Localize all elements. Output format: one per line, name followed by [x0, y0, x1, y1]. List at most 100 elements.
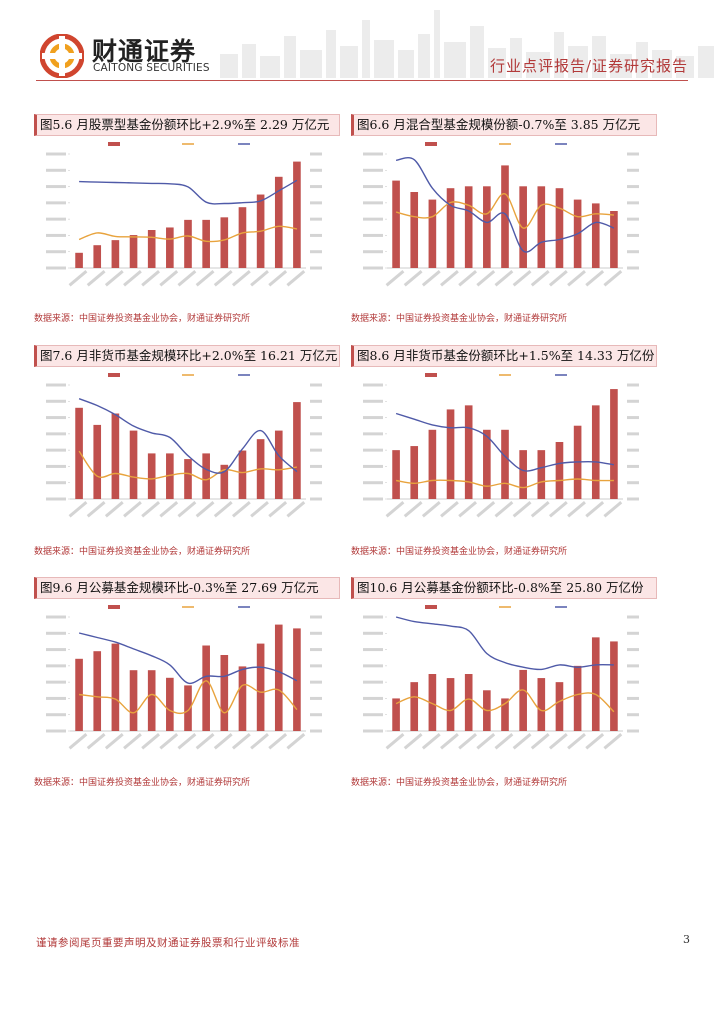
x-tick-label: [440, 270, 459, 287]
y-left-tick-label: [363, 448, 383, 452]
bar: [184, 685, 192, 731]
y-left-tick-label: [363, 729, 383, 733]
bar: [238, 666, 247, 731]
bar: [238, 207, 247, 268]
bar: [129, 235, 138, 268]
x-tick-label: [159, 270, 179, 287]
series-line-yoy: [395, 616, 614, 671]
chart-title: 图5.6 月股票型基金份额环比+2.9%至 2.29 万亿元: [34, 114, 340, 136]
legend-swatch-bar: [108, 373, 120, 377]
x-tick-label: [494, 270, 514, 287]
bar: [93, 424, 102, 499]
bar: [410, 446, 419, 499]
x-tick-label: [548, 501, 568, 518]
x-tick-label: [530, 270, 550, 287]
y-right-tick-label: [310, 233, 322, 237]
x-tick-label: [476, 501, 496, 518]
x-tick-label: [104, 733, 124, 750]
series-line-yoy: [395, 412, 615, 472]
y-right-tick-label: [627, 713, 639, 717]
x-tick-label: [123, 733, 142, 750]
y-right-tick-label: [627, 680, 639, 684]
bar: [483, 429, 491, 499]
bar: [537, 450, 546, 499]
y-right-tick-label: [627, 481, 639, 485]
y-left-tick-label: [363, 399, 383, 403]
legend-swatch-bar: [425, 142, 437, 146]
x-tick-label: [159, 733, 179, 750]
bar: [147, 230, 156, 268]
bar: [573, 665, 582, 731]
bar: [166, 453, 174, 499]
x-tick-label: [177, 270, 197, 287]
y-left-tick-label: [46, 680, 66, 684]
series-line-mom: [395, 193, 614, 229]
x-tick-label: [548, 733, 568, 750]
y-right-tick-label: [310, 432, 322, 436]
y-left-tick-label: [363, 464, 383, 468]
x-tick-label: [512, 733, 532, 750]
page-header: 财通证券 CAITONG SECURITIES 行业点评报告/证券研究报告: [0, 0, 724, 82]
y-left-tick-label: [46, 233, 66, 237]
bar: [75, 252, 83, 268]
y-right-tick-label: [310, 416, 322, 420]
y-left-tick-label: [363, 185, 383, 189]
bar: [129, 670, 138, 731]
bar: [501, 429, 509, 499]
y-right-tick-label: [627, 152, 639, 156]
y-right-tick-label: [627, 729, 639, 733]
x-tick-label: [268, 733, 288, 750]
chart-source: 数据来源：中国证券投资基金业协会，财通证券研究所: [351, 314, 568, 324]
y-left-tick-label: [46, 250, 66, 254]
y-left-tick-label: [46, 185, 66, 189]
y-left-tick-label: [46, 399, 66, 403]
report-type: 行业点评报告/证券研究报告: [489, 57, 688, 75]
chart-legend: [425, 605, 567, 609]
y-left-tick-label: [46, 615, 66, 619]
y-right-tick-label: [310, 217, 322, 221]
x-tick-label: [440, 733, 459, 750]
bar: [446, 409, 455, 499]
bar: [392, 180, 400, 268]
x-tick-label: [213, 501, 233, 518]
x-tick-label: [195, 501, 215, 518]
y-right-tick-label: [627, 266, 639, 270]
chart-source: 数据来源：中国证券投资基金业协会，财通证券研究所: [34, 314, 251, 324]
y-left-tick-label: [46, 464, 66, 468]
series-line-yoy: [395, 157, 615, 253]
bar: [464, 674, 473, 731]
y-left-tick-label: [46, 383, 66, 387]
x-tick-label: [403, 501, 423, 518]
x-tick-label: [476, 733, 496, 750]
series-line-mom: [78, 225, 298, 243]
bar: [392, 450, 400, 499]
y-right-tick-label: [310, 399, 322, 403]
y-right-tick-label: [627, 696, 639, 700]
x-tick-label: [421, 501, 441, 518]
y-right-tick-label: [310, 448, 322, 452]
bar: [591, 405, 600, 499]
bar: [75, 407, 83, 499]
y-left-tick-label: [363, 217, 383, 221]
x-tick-label: [286, 501, 306, 518]
x-tick-label: [141, 501, 160, 518]
chart-legend: [108, 373, 250, 377]
x-tick-label: [86, 270, 106, 287]
y-left-tick-label: [363, 631, 383, 635]
x-tick-label: [104, 501, 124, 518]
x-tick-label: [421, 270, 441, 287]
y-left-tick-label: [363, 664, 383, 668]
x-tick-label: [585, 501, 605, 518]
bar: [111, 240, 120, 268]
chart-panel-5: 图5.6 月股票型基金份额环比+2.9%至 2.29 万亿元 数据来源：中国证券…: [34, 114, 340, 324]
y-left-tick-label: [363, 152, 383, 156]
y-left-tick-label: [363, 497, 383, 501]
y-left-tick-label: [363, 168, 383, 172]
bar: [202, 645, 210, 731]
chart-source: 数据来源：中国证券投资基金业协会，财通证券研究所: [34, 547, 251, 557]
y-right-tick-label: [627, 233, 639, 237]
bar: [410, 192, 419, 268]
bar: [220, 464, 229, 499]
x-tick-label: [159, 501, 179, 518]
x-tick-label: [512, 501, 532, 518]
